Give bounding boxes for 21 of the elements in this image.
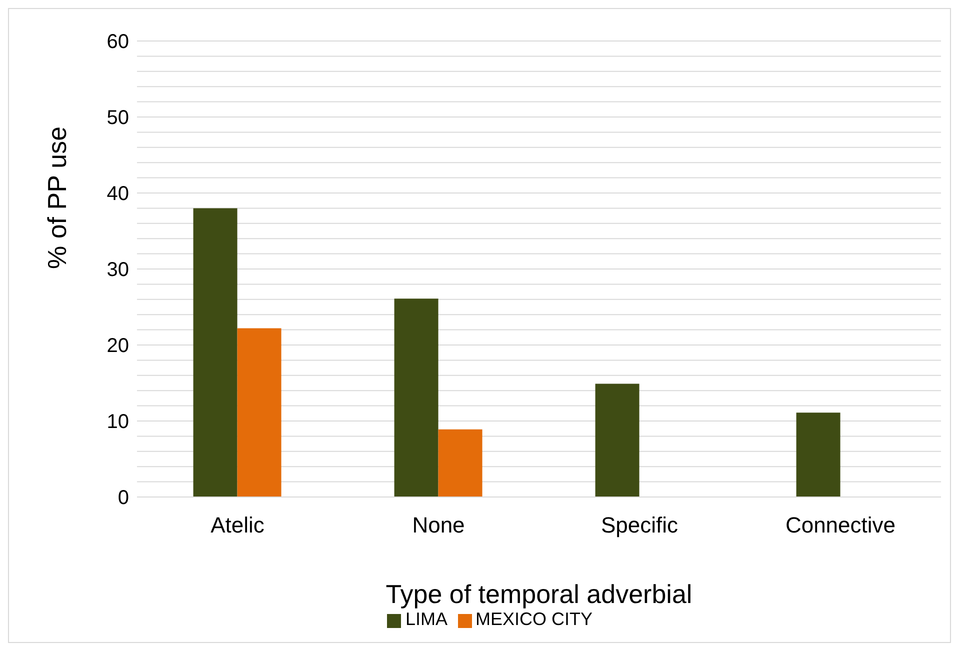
legend-label: LIMA [405,609,448,629]
bar [438,429,482,497]
bar [394,298,438,497]
y-tick-label: 10 [106,411,129,434]
x-tick-label: Connective [785,512,896,538]
y-tick-label: 20 [106,335,129,358]
x-axis-title: Type of temporal adverbial [386,579,692,609]
bar [796,412,840,497]
y-tick-label: 30 [106,259,129,282]
x-tick-label: Atelic [210,512,264,538]
x-tick-label: Specific [600,512,678,538]
y-tick-label: 40 [106,183,129,206]
x-tick-label: None [412,512,465,538]
y-tick-label: 50 [106,107,129,130]
bar [595,384,640,497]
y-tick-label: 60 [106,31,129,54]
y-axis-title: % of PP use [42,126,72,269]
y-tick-label: 0 [118,487,129,510]
bar [193,208,238,497]
legend-label: MEXICO CITY [476,609,593,629]
bar [237,328,282,497]
